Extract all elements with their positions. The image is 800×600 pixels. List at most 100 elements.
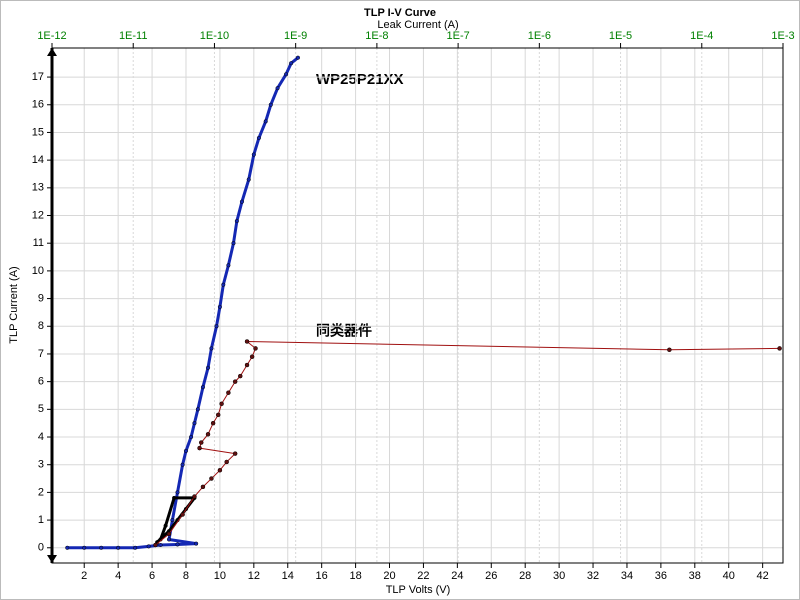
- y-axis-label: TLP Current (A): [8, 266, 20, 343]
- data-point: [146, 544, 151, 549]
- x-tick-label: 26: [485, 570, 497, 582]
- annotation: WP25P21XX: [316, 71, 404, 88]
- data-point: [244, 339, 250, 344]
- data-point: [246, 177, 251, 182]
- x-tick-label: 22: [417, 570, 429, 582]
- data-point: [200, 484, 206, 490]
- y-tick-label: 0: [38, 542, 44, 554]
- x2-tick-label: 1E-8: [365, 30, 388, 42]
- data-point: [263, 119, 268, 124]
- data-point: [232, 379, 238, 384]
- x-tick-label: 40: [723, 570, 735, 582]
- x-tick-label: 10: [214, 570, 226, 582]
- x-tick-label: 24: [451, 570, 463, 582]
- x-tick-label: 12: [248, 570, 260, 582]
- y-tick-label: 2: [38, 486, 44, 498]
- x-tick-label: 42: [757, 570, 769, 582]
- axis-arrow: [47, 555, 57, 563]
- data-point: [153, 542, 158, 548]
- data-point: [197, 445, 202, 451]
- data-point: [777, 346, 782, 351]
- data-point: [82, 545, 87, 550]
- x-tick-label: 32: [587, 570, 599, 582]
- x2-tick-label: 1E-12: [37, 30, 66, 42]
- data-point: [194, 541, 199, 546]
- data-point: [192, 421, 197, 426]
- data-point: [205, 432, 211, 437]
- data-point: [244, 362, 250, 368]
- data-point: [195, 407, 200, 412]
- data-point: [239, 199, 245, 204]
- x-tick-label: 34: [621, 570, 633, 582]
- chart-title: TLP I-V Curve: [364, 7, 436, 19]
- y-tick-label: 5: [38, 403, 44, 415]
- data-point: [133, 545, 138, 550]
- y-tick-label: 4: [38, 431, 44, 443]
- data-point: [163, 523, 168, 528]
- data-point: [219, 401, 224, 407]
- data-point: [231, 241, 236, 246]
- x-tick-label: 2: [81, 570, 87, 582]
- y-tick-label: 12: [32, 209, 44, 221]
- data-point: [289, 61, 294, 66]
- y-tick-label: 6: [38, 376, 44, 388]
- data-point: [667, 347, 672, 353]
- y-tick-label: 1: [38, 514, 44, 526]
- y-tick-label: 9: [38, 292, 44, 304]
- x-tick-label: 38: [689, 570, 701, 582]
- data-point: [209, 346, 214, 351]
- data-point: [256, 135, 261, 141]
- data-point: [214, 324, 219, 329]
- data-point: [180, 462, 185, 467]
- data-point: [217, 304, 222, 309]
- data-point: [226, 390, 231, 395]
- data-point: [284, 72, 289, 77]
- data-point: [221, 282, 226, 287]
- data-point: [199, 440, 204, 445]
- data-point: [166, 537, 172, 542]
- data-point: [172, 495, 177, 500]
- x-tick-label: 8: [183, 570, 189, 582]
- x-axis-label: TLP Volts (V): [386, 584, 451, 596]
- y-tick-label: 11: [33, 237, 44, 249]
- x-tick-label: 4: [115, 570, 121, 582]
- data-point: [224, 459, 229, 465]
- x2-tick-label: 1E-4: [690, 30, 713, 42]
- data-point: [295, 55, 300, 60]
- data-point: [192, 494, 197, 499]
- data-point: [175, 490, 180, 495]
- x-tick-label: 36: [655, 570, 667, 582]
- x-tick-label: 18: [349, 570, 361, 582]
- data-point: [210, 420, 216, 426]
- data-point: [275, 86, 280, 91]
- x2-tick-label: 1E-5: [609, 30, 632, 42]
- x2-tick-label: 1E-11: [119, 30, 148, 42]
- data-point: [99, 545, 104, 550]
- data-point: [253, 346, 258, 351]
- data-point: [189, 434, 194, 440]
- x2-tick-label: 1E-3: [771, 30, 794, 42]
- data-point: [180, 512, 185, 517]
- y-tick-label: 10: [32, 265, 44, 277]
- data-point: [217, 467, 223, 473]
- data-point: [175, 542, 180, 547]
- x-tick-label: 14: [282, 570, 294, 582]
- y-tick-label: 8: [38, 320, 44, 332]
- x-tick-label: 30: [553, 570, 565, 582]
- x2-tick-label: 1E-7: [446, 30, 469, 42]
- data-point: [200, 385, 205, 390]
- data-point: [170, 518, 175, 523]
- y-tick-label: 14: [32, 154, 44, 166]
- y-tick-label: 16: [32, 99, 44, 111]
- data-point: [215, 412, 221, 418]
- x2-tick-label: 1E-6: [528, 30, 551, 42]
- y-tick-label: 15: [32, 126, 44, 138]
- data-point: [251, 152, 256, 157]
- x-tick-label: 20: [383, 570, 395, 582]
- data-point: [234, 219, 239, 224]
- y-tick-label: 13: [32, 182, 44, 194]
- axis-arrow: [47, 48, 57, 56]
- data-point: [65, 545, 70, 550]
